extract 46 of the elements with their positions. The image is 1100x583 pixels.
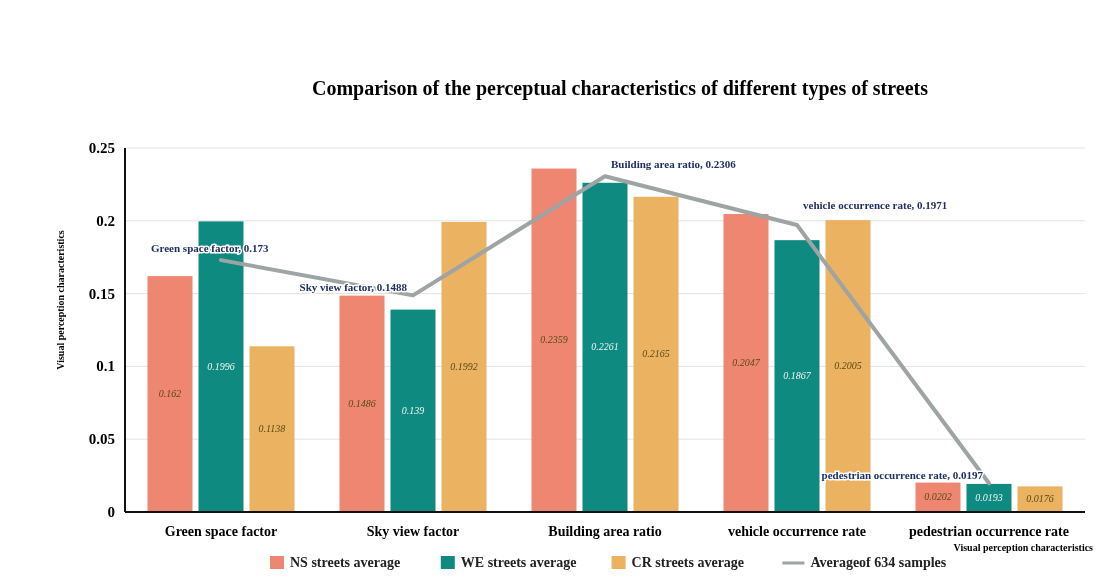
data-label: 0.1138 [258,423,286,435]
bar [723,213,769,512]
y-tick-label: 0.15 [88,285,115,302]
x-tick-label: Green space factor [164,524,278,539]
x-tick-label: Building area ratio [548,524,662,539]
data-label: 0.162 [158,388,182,400]
legend-label: CR streets average [631,555,745,570]
x-tick-label: Sky view factor [366,524,460,539]
bar [390,309,436,512]
x-tick-label: pedestrian occurrence rate [909,524,1069,539]
data-label: 0.2165 [642,348,670,360]
data-label: 0.1996 [207,360,235,372]
legend-label: NS streets average [290,555,401,570]
data-label: 0.1992 [450,360,478,372]
data-label: Building area ratio, 0.2306 [611,158,737,171]
legend-label: Averageof 634 samples [810,555,947,570]
data-label: vehicle occurrence rate, 0.1971 [803,199,948,212]
y-tick-label: 0.25 [88,140,115,156]
chart-title: Comparison of the perceptual characteristics of different types of streets [312,77,929,100]
data-label: 0.1486 [348,397,376,409]
x-axis-title: Visual perception characteristics [953,542,1094,553]
bar [633,196,679,512]
data-label: 0.2359 [540,334,568,346]
y-axis-title: Visual perception characteristics [55,230,66,370]
bar [582,182,628,512]
bar [339,295,385,512]
data-label: 0.0202 [924,491,952,503]
bar [249,346,295,512]
data-label: 0.139 [401,404,425,416]
bar [774,240,820,512]
y-tick-label: 0.2 [96,212,115,229]
data-label: 0.1867 [783,370,812,382]
bar [531,168,577,512]
y-tick-label: 0 [107,504,115,520]
bar [147,276,193,512]
legend-label: WE streets average [460,555,577,570]
data-label: 0.0176 [1026,493,1054,505]
y-tick-label: 0.05 [88,431,115,448]
data-label: 0.0193 [975,491,1003,503]
data-label: 0.2005 [834,360,862,372]
data-label: 0.2261 [591,341,619,353]
bar [441,221,487,512]
data-label: 0.2047 [732,356,761,368]
x-tick-label: vehicle occurrence rate [727,524,867,539]
y-tick-label: 0.1 [96,358,115,375]
data-label: Sky view factor, 0.1488 [299,281,408,294]
